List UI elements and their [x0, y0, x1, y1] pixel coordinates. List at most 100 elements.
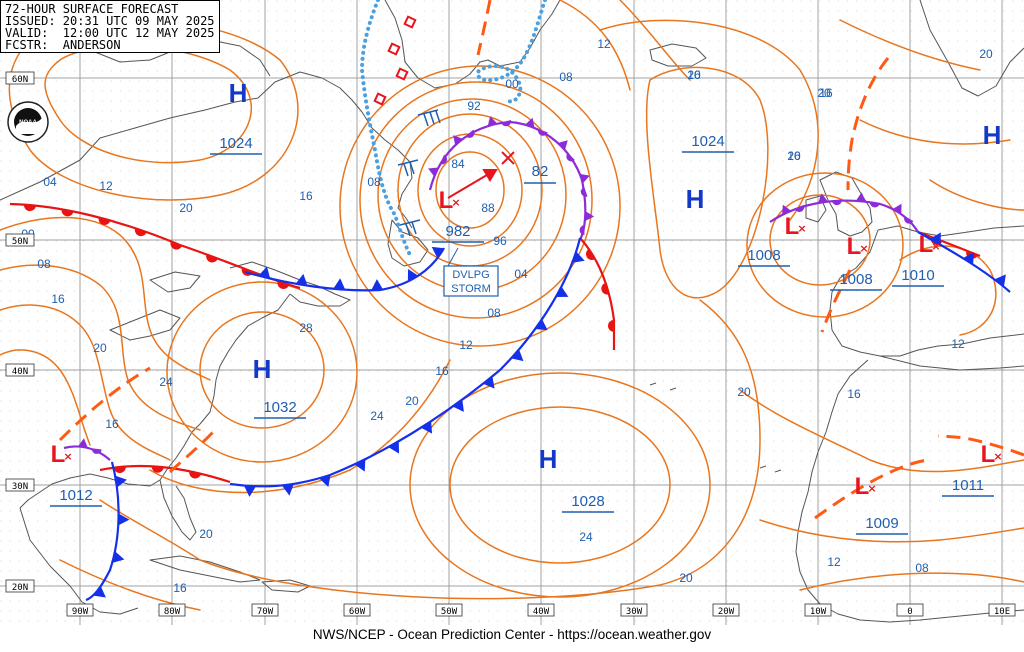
svg-text:H: H [539, 444, 558, 474]
cold-front-symbol [535, 319, 548, 331]
svg-text:90W: 90W [72, 607, 89, 617]
cold-front-symbol [93, 586, 106, 598]
svg-text:20N: 20N [12, 583, 28, 593]
storm-label-box: DVLPG STORM [443, 247, 499, 297]
isobar-label: 20 [93, 341, 107, 355]
warm-front-symbol [189, 471, 202, 479]
pressure-value: 1024 [691, 133, 724, 150]
storm-track [447, 151, 515, 199]
cold-front-symbol [930, 232, 941, 245]
warm-front-symbol [170, 241, 183, 250]
occluded-front-symbol [855, 192, 880, 208]
valid-time: VALID: 12:00 UTC 12 MAY 2025 [5, 26, 215, 40]
warm-front-symbol [585, 248, 596, 260]
low-pressure-center: L× 1011 [942, 441, 1003, 497]
svg-text:10E: 10E [994, 607, 1010, 617]
warm-front [579, 237, 616, 350]
warm-front-symbol [206, 254, 218, 263]
svg-text:L: L [847, 233, 862, 260]
svg-text:30N: 30N [12, 482, 28, 492]
issued-time: ISSUED: 20:31 UTC 09 MAY 2025 [5, 14, 215, 28]
lon-label: 10E [988, 603, 1016, 617]
lon-label: 50W [435, 603, 463, 617]
cold-front-symbol [421, 421, 433, 434]
lon-label: 20W [712, 603, 740, 617]
svg-text:10W: 10W [810, 607, 827, 617]
svg-text:×: × [63, 450, 72, 463]
cold-front-symbol [115, 475, 127, 488]
forecast-header: 72-HOUR SURFACE FORECAST ISSUED: 20:31 UT… [0, 0, 220, 53]
occluded-front-symbol [77, 438, 102, 454]
pressure-value: 1010 [901, 267, 934, 284]
cold-front-symbol [388, 441, 400, 454]
cold-front-symbol [333, 278, 346, 290]
cold-front-symbol [431, 246, 445, 259]
fronts [9, 116, 1011, 602]
lat-label: 50N [5, 233, 35, 247]
cold-front [917, 231, 1011, 293]
isobar-label: 24 [579, 530, 593, 544]
svg-text:L: L [439, 187, 454, 214]
occluded-front-symbol [428, 154, 448, 177]
svg-text:L: L [51, 441, 66, 468]
warm-front-symbol [98, 217, 111, 225]
isobar-label: 16 [819, 86, 833, 100]
isobar-label: 20 [199, 527, 213, 541]
occluded-front [63, 445, 111, 461]
noaa-logo-text: NOAA [19, 120, 37, 126]
ice-symbols [373, 15, 417, 106]
lon-label: 30W [620, 603, 648, 617]
isobar-label: 16 [105, 417, 119, 431]
svg-text:L: L [785, 213, 800, 240]
high-pressure-center: H [983, 120, 1002, 150]
isobar-label: 04 [514, 267, 528, 281]
occluded-front-symbol [487, 116, 512, 127]
svg-text:60N: 60N [12, 75, 28, 85]
isobar-label: 28 [299, 321, 313, 335]
noaa-logo: NOAA [7, 101, 49, 143]
isobar-label: 12 [597, 37, 611, 51]
coastlines [0, 0, 1024, 623]
pressure-value: 1032 [263, 399, 296, 416]
isobar-label: 20 [179, 201, 193, 215]
low-pressure-center: L× 1012 [50, 441, 102, 507]
isobar-label: 20 [687, 68, 701, 82]
svg-text:H: H [983, 120, 1002, 150]
lon-label: 70W [251, 603, 279, 617]
occluded-front-symbol [579, 211, 595, 236]
pressure-value: 1008 [747, 247, 780, 264]
high-pressure-center: H 1024 [210, 78, 262, 155]
isobar-label: 16 [787, 149, 801, 163]
forecaster-name: FCSTR: ANDERSON [5, 38, 121, 52]
forecast-title: 72-HOUR SURFACE FORECAST [5, 2, 179, 16]
svg-text:50W: 50W [441, 607, 458, 617]
isobar-label: 20 [405, 394, 419, 408]
low-pressure-center: L× 982 [432, 187, 484, 243]
isobar-label: 24 [370, 409, 384, 423]
cold-front-symbol [243, 485, 256, 497]
low-pressure-center: L× 1009 [855, 473, 908, 535]
isobar-label: 20 [737, 385, 751, 399]
warm-front-symbol [277, 281, 290, 289]
svg-text:40N: 40N [12, 367, 28, 377]
cold-front-symbol [452, 399, 464, 412]
lon-label: 0 [896, 603, 924, 617]
isobar-label: 16 [51, 292, 65, 306]
cold-front-symbol [407, 268, 419, 282]
troughs [58, 0, 1024, 520]
svg-text:80W: 80W [164, 607, 181, 617]
cold-front [85, 461, 120, 602]
cold-front-symbol [511, 349, 524, 362]
isobar-label: 92 [467, 99, 481, 113]
high-pressure-center: H 1024 [682, 133, 734, 214]
footer-credit: NWS/NCEP - Ocean Prediction Center - htt… [312, 627, 712, 642]
cold-front-symbol [994, 274, 1006, 287]
lon-label: 60W [343, 603, 371, 617]
isobar-label: 20 [679, 571, 693, 585]
isobar-label: 16 [435, 364, 449, 378]
cold-front-symbol [295, 273, 308, 286]
isobar-label: 12 [827, 555, 841, 569]
svg-text:20W: 20W [718, 607, 735, 617]
cold-front-symbol [112, 551, 125, 563]
